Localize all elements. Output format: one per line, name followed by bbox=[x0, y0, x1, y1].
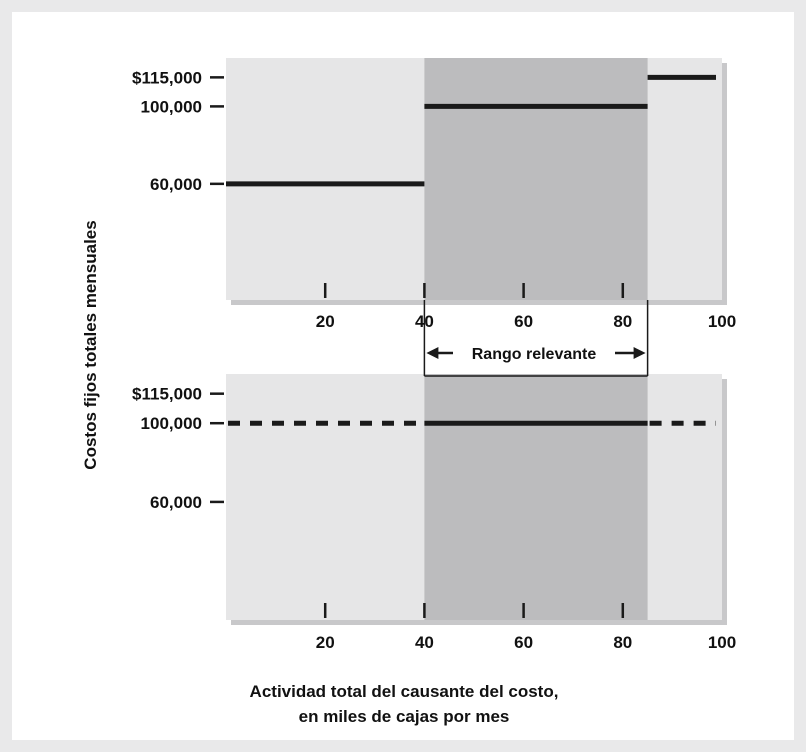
top-relevant-range-band bbox=[424, 58, 648, 300]
bottom-x-tick-label: 20 bbox=[316, 633, 335, 652]
top-x-tick-label: 40 bbox=[415, 312, 434, 331]
relevant-range-left-arrowhead bbox=[426, 347, 439, 359]
top-y-tick-label: $115,000 bbox=[132, 68, 202, 87]
relevant-range-right-arrowhead bbox=[633, 347, 646, 359]
panels-layer bbox=[226, 58, 727, 625]
x-axis-title-line1: Actividad total del causante del costo, bbox=[250, 682, 559, 701]
top-y-tick-label: 100,000 bbox=[141, 97, 202, 116]
bottom-y-tick-label: 100,000 bbox=[141, 414, 202, 433]
figure-frame: Costos fijos totales mensuales Actividad… bbox=[12, 12, 794, 740]
bottom-x-tick-label: 100 bbox=[708, 633, 736, 652]
bottom-y-tick-label: $115,000 bbox=[132, 385, 202, 404]
top-x-tick-label: 80 bbox=[613, 312, 632, 331]
top-x-tick-label: 20 bbox=[316, 312, 335, 331]
marks-layer bbox=[210, 74, 716, 618]
top-x-tick-label: 100 bbox=[708, 312, 736, 331]
bottom-y-tick-label: 60,000 bbox=[150, 493, 202, 512]
y-axis-title: Costos fijos totales mensuales bbox=[81, 220, 100, 469]
bottom-x-tick-label: 40 bbox=[415, 633, 434, 652]
bottom-x-tick-label: 60 bbox=[514, 633, 533, 652]
x-axis-title-line2: en miles de cajas por mes bbox=[299, 707, 510, 726]
bottom-relevant-range-band bbox=[424, 374, 648, 620]
text-layer: Costos fijos totales mensuales Actividad… bbox=[81, 68, 736, 726]
bottom-x-tick-label: 80 bbox=[613, 633, 632, 652]
relevant-range-label: Rango relevante bbox=[472, 346, 597, 363]
top-y-tick-label: 60,000 bbox=[150, 175, 202, 194]
top-x-tick-label: 60 bbox=[514, 312, 533, 331]
chart-svg: Costos fijos totales mensuales Actividad… bbox=[81, 58, 736, 726]
